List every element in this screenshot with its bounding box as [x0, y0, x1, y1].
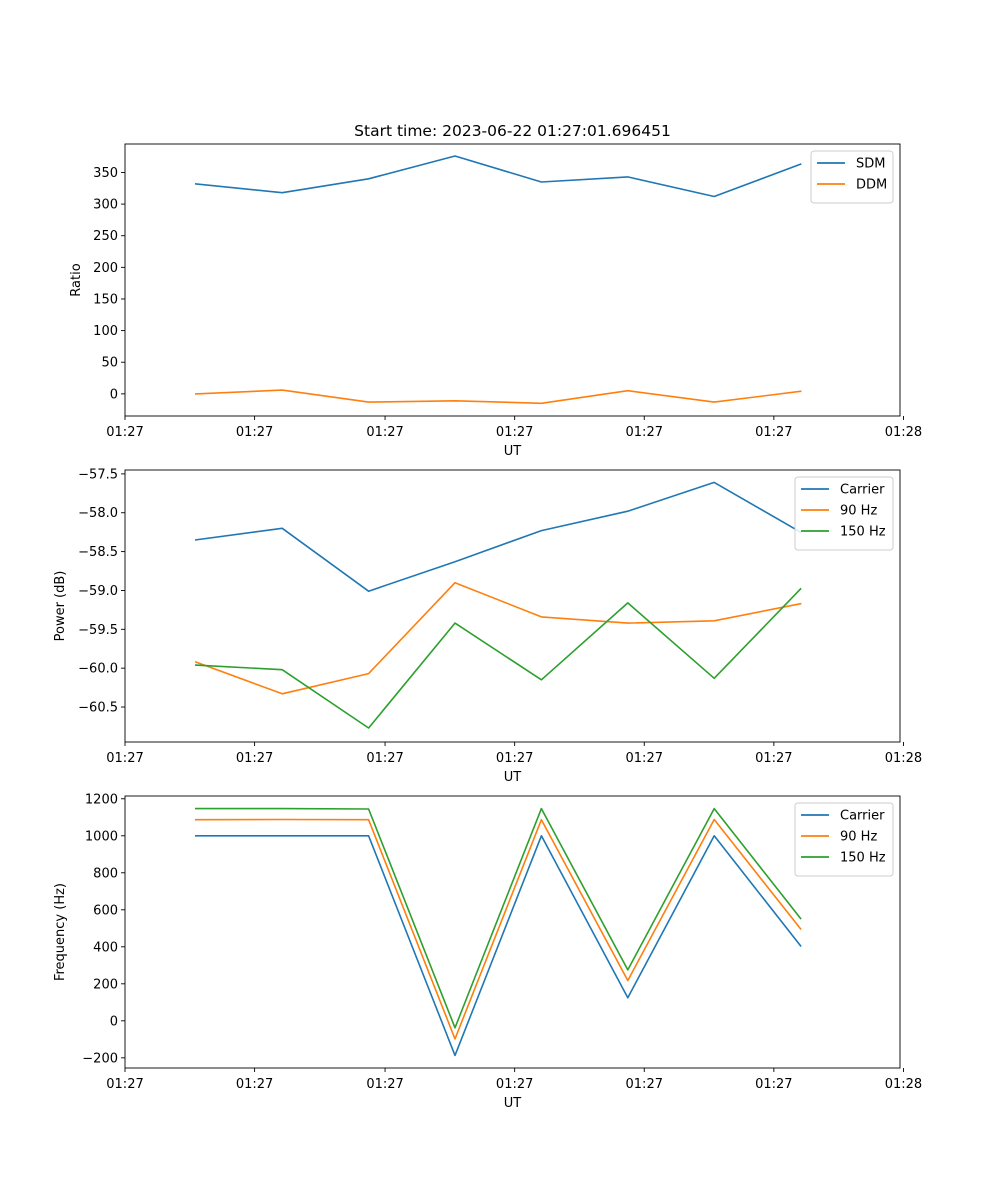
ratio-panel: 0 50 100 150 200 250 300 350 01:27 01:27 01:27 01:2…: [69, 143, 922, 459]
ratio-ytick-label: 300: [93, 198, 118, 213]
ratio-ytick-label: 50: [101, 356, 118, 371]
ratio-series-sdm-line: [194, 155, 802, 198]
power-series-carrier-line: [194, 481, 802, 593]
power-axes-frame: [124, 469, 901, 743]
power-ytick-label: −59.5: [78, 623, 118, 638]
ratio-legend-label: SDM: [856, 157, 885, 172]
frequency-ytick-label: 600: [93, 903, 118, 918]
ratio-xtick-label: 01:27: [755, 425, 792, 440]
frequency-ytick-label: 800: [93, 866, 118, 881]
frequency-xtick-label: 01:27: [626, 1077, 663, 1092]
frequency-xtick-label: 01:27: [496, 1077, 533, 1092]
power-xtick-label: 01:27: [366, 751, 403, 766]
frequency-legend-label: Carrier: [840, 809, 885, 824]
frequency-legend-label: 90 Hz: [840, 830, 877, 845]
power-xtick-label: 01:27: [236, 751, 273, 766]
power-panel: −60.5 −60.0 −59.5 −59.0 −58.5 −58.0 −57.5 01:27…: [53, 467, 922, 785]
frequency-ytick-label: 400: [93, 940, 118, 955]
power-legend-label: Carrier: [840, 483, 885, 498]
power-xtick-label: 01:27: [496, 751, 533, 766]
ratio-ytick-label: 150: [93, 292, 118, 307]
power-ytick-label: −58.5: [78, 545, 118, 560]
power-ytick-label: −60.0: [78, 662, 118, 677]
ratio-ytick-label: 350: [93, 166, 118, 181]
ratio-series-ddm-line: [194, 389, 802, 405]
power-series-150-hz-line: [194, 587, 802, 729]
frequency-ytick-label: −200: [82, 1051, 118, 1066]
frequency-xaxis-label: UT: [504, 1096, 522, 1111]
ratio-legend-label: DDM: [856, 178, 887, 193]
frequency-ytick-label: 1000: [85, 829, 118, 844]
ratio-legend-box: [810, 150, 894, 204]
power-ytick-label: −58.0: [78, 506, 118, 521]
ratio-ytick-label: 200: [93, 261, 118, 276]
power-xtick-label: 01:27: [755, 751, 792, 766]
ratio-xaxis-label: UT: [504, 444, 522, 459]
power-yaxis-label: Power (dB): [53, 571, 68, 642]
ratio-legend: SDM DDM: [810, 150, 894, 204]
frequency-series-90-hz-line: [194, 818, 802, 1040]
frequency-axes-frame: [124, 795, 901, 1069]
power-ytick-label: −60.5: [78, 701, 118, 716]
frequency-series-carrier-line: [195, 834, 802, 1057]
ratio-xtick-label: 01:27: [236, 425, 273, 440]
power-xtick-label: 01:27: [106, 751, 143, 766]
power-legend-label: 150 Hz: [840, 525, 886, 540]
power-xtick-label: 01:28: [885, 751, 922, 766]
frequency-ytick-label: 0: [110, 1014, 118, 1029]
ratio-xtick-label: 01:27: [366, 425, 403, 440]
ratio-ytick-label: 0: [110, 387, 118, 402]
frequency-xtick-label: 01:27: [755, 1077, 792, 1092]
frequency-ytick-label: 1200: [85, 792, 118, 807]
figure-title: Start time: 2023-06-22 01:27:01.696451: [354, 122, 671, 140]
frequency-legend-label: 150 Hz: [840, 851, 886, 866]
ratio-xtick-label: 01:28: [885, 425, 922, 440]
ratio-xtick-label: 01:27: [496, 425, 533, 440]
frequency-legend: Carrier 90 Hz 150 Hz: [794, 802, 894, 877]
power-ytick-label: −57.5: [78, 467, 118, 482]
power-series-90-hz-line: [194, 581, 802, 695]
frequency-series-150-hz-line: [195, 807, 802, 1029]
power-ytick-label: −59.0: [78, 584, 118, 599]
frequency-xtick-label: 01:27: [366, 1077, 403, 1092]
frequency-xtick-label: 01:28: [885, 1077, 922, 1092]
ratio-xtick-label: 01:27: [106, 425, 143, 440]
ratio-ytick-label: 250: [93, 229, 118, 244]
frequency-ytick-label: 200: [93, 977, 118, 992]
frequency-panel: −200 0 200 400 600 800 1000 1200 01:27 01:27 01:27…: [53, 792, 922, 1111]
power-xtick-label: 01:27: [626, 751, 663, 766]
frequency-xtick-label: 01:27: [236, 1077, 273, 1092]
frequency-yaxis-label: Frequency (Hz): [53, 883, 68, 981]
ratio-ytick-label: 100: [93, 324, 118, 339]
ratio-yaxis-label: Ratio: [69, 263, 84, 296]
power-xaxis-label: UT: [504, 770, 522, 785]
ratio-axes-frame: [124, 143, 901, 417]
power-legend: Carrier 90 Hz 150 Hz: [794, 476, 894, 551]
frequency-xtick-label: 01:27: [106, 1077, 143, 1092]
ratio-xtick-label: 01:27: [626, 425, 663, 440]
power-legend-label: 90 Hz: [840, 504, 877, 519]
